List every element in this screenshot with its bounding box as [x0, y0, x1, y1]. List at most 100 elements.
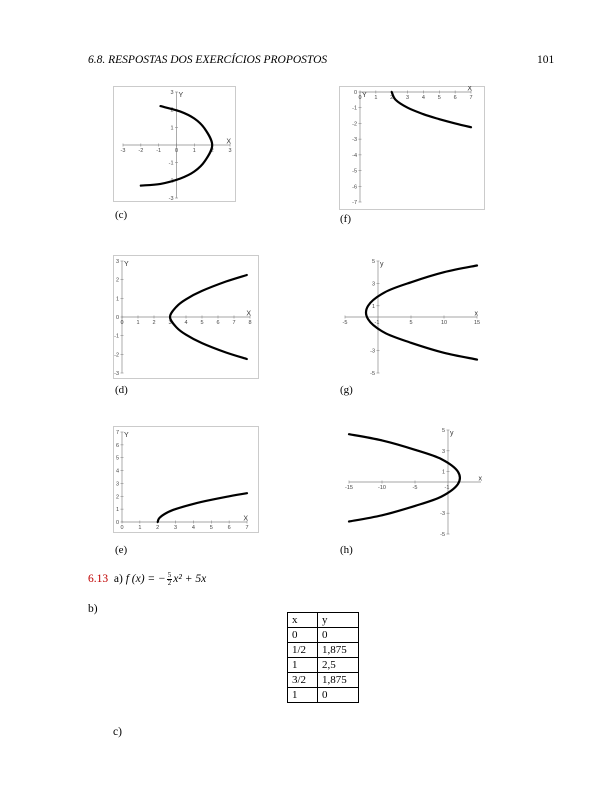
table-row: 3/2 1,875: [287, 672, 359, 688]
running-header: 6.8. RESPOSTAS DOS EXERCÍCIOS PROPOSTOS: [88, 54, 328, 66]
x-tick-label: 6: [228, 525, 231, 531]
exercise-6-13: 6.13 a) f (x) = −5 2 x² + 5x: [88, 572, 206, 587]
x-tick-label: 3: [168, 320, 171, 326]
x-tick-label: 6: [216, 320, 219, 326]
x-axis-label: X: [226, 139, 231, 146]
origin-label: -1: [375, 320, 380, 326]
table-row: 1 2,5: [287, 657, 359, 673]
y-tick-label: 1: [170, 125, 173, 131]
y-tick-label: 3: [116, 259, 119, 265]
x-tick-label: -5: [343, 320, 348, 326]
table-cell: 1/2: [287, 642, 318, 658]
y-tick-label: -3: [370, 349, 375, 355]
chart-f-svg: 0 1 2 3 4 5 6 70-1-2-3-4-5-6-7XY: [339, 86, 485, 210]
y-tick-label: 1: [116, 507, 119, 513]
y-tick-label: -4: [352, 153, 357, 159]
table-row: 1/2 1,875: [287, 642, 359, 658]
chart-c: -3 -2 -1 0 1 2 3 -3 -2 -1 1 2 3 X Y: [113, 86, 236, 202]
origin-label: -1: [445, 485, 450, 491]
part-a-label: a): [113, 573, 123, 586]
table-cell: 2,5: [317, 657, 359, 673]
fraction-denominator: 2: [167, 579, 172, 587]
x-tick-label: 0: [120, 525, 123, 531]
function-rhs: x² + 5x: [173, 573, 207, 586]
y-tick-label: 4: [116, 469, 119, 475]
x-tick-label: -2: [138, 148, 143, 154]
chart-g: -5 5 10 15 5 3 1 -3 -5 -1 x y: [339, 255, 487, 377]
table-cell: 1,875: [317, 672, 359, 688]
table-cell: x: [287, 612, 318, 628]
y-tick-label: 0: [354, 90, 357, 96]
y-tick-label: 2: [116, 494, 119, 500]
chart-e: 0 1 2 3 4 5 6 7 7 6 5 4 3 2 1 0 X Y: [113, 426, 259, 533]
y-tick-label: 3: [170, 90, 173, 96]
x-tick-label: 5: [409, 320, 412, 326]
x-tick-label: 8: [248, 320, 251, 326]
chart-f: 0 1 2 3 4 5 6 7 0 -1 -2 -3 -4 -5 -6 -7 X Y: [339, 86, 485, 210]
x-tick-label: 5: [438, 95, 441, 101]
table-cell: 0: [317, 687, 359, 703]
series-curve: [364, 264, 479, 361]
x-tick-label: -1: [156, 148, 161, 154]
x-tick-label: 7: [245, 525, 248, 531]
y-axis-label: Y: [362, 92, 367, 99]
x-tick-label: 5: [200, 320, 203, 326]
y-axis-label: y: [380, 261, 384, 268]
y-tick-label: -1: [114, 334, 119, 340]
y-tick-label: -7: [352, 200, 357, 206]
chart-frame: [113, 86, 236, 202]
x-axis-label: x: [479, 476, 483, 483]
chart-frame: [113, 255, 259, 379]
series-curve: [347, 433, 462, 523]
y-tick-label: -3: [169, 196, 174, 202]
x-tick-label: 3: [228, 148, 231, 154]
x-tick-label: 1: [136, 320, 139, 326]
caption-c: (c): [115, 209, 128, 221]
table-cell: 0: [317, 627, 359, 643]
y-tick-label: 1: [372, 304, 375, 310]
chart-h: -15 -10 -5 5 3 1 -3 -5 -1 x y: [339, 426, 487, 538]
series-curve: [139, 105, 214, 187]
x-tick-label: 7: [469, 95, 472, 101]
x-tick-label: -10: [378, 485, 386, 491]
y-tick-label: 5: [116, 456, 119, 462]
part-c-label: c): [113, 726, 122, 738]
y-tick-label: 5: [372, 259, 375, 265]
table-cell: 1: [287, 657, 318, 673]
series-curve: [156, 492, 249, 524]
table-cell: 1,875: [317, 642, 359, 658]
y-tick-label: -5: [352, 169, 357, 175]
series-curve: [390, 90, 473, 129]
chart-e-svg: 0 1 2 3 4 5 6 7 7 6 5 4 3 2 1 0 X Y: [113, 426, 259, 533]
x-tick-label: 6: [454, 95, 457, 101]
chart-frame: [113, 426, 259, 533]
y-tick-label: 2: [170, 108, 173, 114]
x-axis-label: X: [243, 516, 248, 523]
caption-d: (d): [115, 384, 128, 396]
y-axis-label: Y: [124, 261, 129, 268]
x-tick-label: 2: [390, 95, 393, 101]
caption-e: (e): [115, 544, 128, 556]
x-tick-label: 3: [406, 95, 409, 101]
x-tick-label: -15: [345, 485, 353, 491]
x-tick-label: 1: [374, 95, 377, 101]
x-tick-label: 0: [358, 95, 361, 101]
y-tick-label: 6: [116, 443, 119, 449]
y-tick-label: -1: [352, 106, 357, 112]
x-tick-label: 0: [175, 148, 178, 154]
page-number: 101: [537, 54, 555, 66]
y-tick-label: -3: [352, 137, 357, 143]
x-tick-label: -5: [413, 485, 418, 491]
y-tick-label: -3: [440, 511, 445, 517]
chart-d: 0 1 2 3 4 5 6 7 8 3 2 1 0 -1 -2 -3 X Y: [113, 255, 259, 379]
x-tick-label: 1: [193, 148, 196, 154]
x-axis-label: X: [467, 86, 472, 93]
y-axis-label: y: [450, 430, 454, 437]
x-tick-label: 0: [120, 320, 123, 326]
y-tick-label: 3: [372, 281, 375, 287]
y-tick-label: 3: [442, 449, 445, 455]
x-axis-label: X: [246, 311, 251, 318]
part-b-label: b): [88, 603, 98, 615]
